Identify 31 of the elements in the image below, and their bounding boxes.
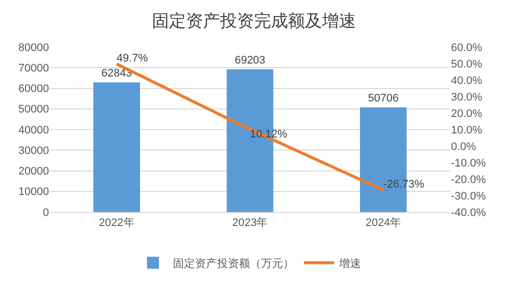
data-label: 50706 — [368, 92, 399, 104]
y2-tick-label: -30.0% — [451, 190, 486, 202]
y-tick-label: 70000 — [18, 62, 49, 74]
y-tick-label: 20000 — [18, 166, 49, 178]
data-label: 10.12% — [250, 128, 288, 141]
y2-tick-label: 50.0% — [451, 58, 482, 70]
y-tick-label: 80000 — [18, 42, 49, 54]
y2-tick-label: -10.0% — [451, 157, 486, 170]
y2-tick-label: 30.0% — [451, 91, 482, 104]
y-tick-label: 50000 — [18, 104, 49, 116]
y2-tick-label: -20.0% — [451, 174, 486, 186]
x-tick-label: 2022年 — [98, 217, 134, 230]
y-tick-label: 40000 — [18, 124, 49, 136]
y-tick-label: 0 — [42, 206, 49, 219]
legend-label: 增速 — [338, 257, 361, 270]
x-tick-label: 2023年 — [232, 217, 268, 230]
y2-tick-label: 0.0% — [451, 140, 476, 153]
y2-tick-label: 40.0% — [451, 74, 482, 87]
y2-tick-label: -40.0% — [451, 206, 486, 219]
bar — [93, 82, 140, 212]
y2-tick-label: 20.0% — [451, 108, 482, 120]
y-tick-label: 60000 — [18, 83, 49, 96]
chart-title: 固定资产投资完成额及增速 — [152, 11, 356, 30]
x-tick-label: 2024年 — [366, 217, 402, 230]
data-label: 69203 — [234, 54, 266, 66]
y2-tick-label: 10.0% — [451, 124, 482, 136]
data-label: 49.7% — [116, 52, 148, 64]
legend-label: 固定资产投资额（万元） — [173, 257, 294, 270]
y-tick-label: 30000 — [18, 144, 49, 157]
y2-tick-label: 60.0% — [451, 42, 482, 54]
y-tick-label: 10000 — [18, 186, 49, 198]
